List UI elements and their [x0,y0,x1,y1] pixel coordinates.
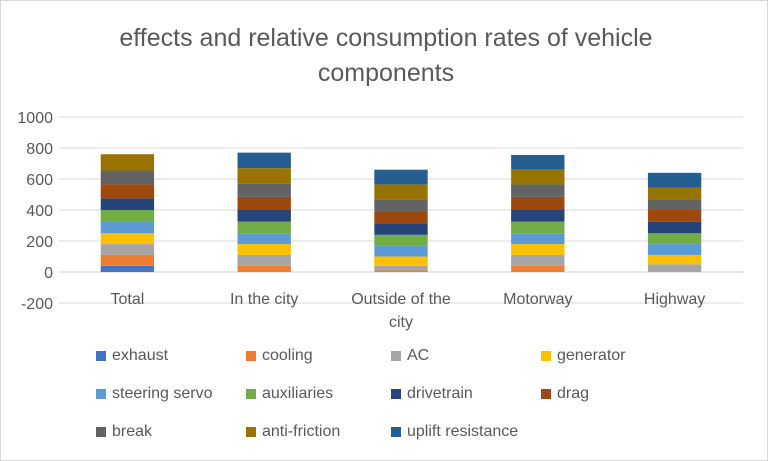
y-tick-label: -200 [21,296,53,313]
bar-segment [100,233,155,245]
bar-segment [237,233,291,245]
bar-segment [647,187,702,200]
bar-segment [100,184,155,199]
bar-segment [100,244,155,255]
legend-item: generator [541,347,626,365]
bar-segment [511,244,565,255]
bar-segment [374,184,428,200]
bar-segment [237,254,291,266]
bar-segment [100,221,155,234]
bar-segment [647,199,702,210]
bar-segment [374,211,428,224]
legend-swatch [246,389,256,399]
bar-segment [100,254,155,266]
bar-segment [374,256,428,266]
legend-label: uplift resistance [407,423,519,440]
legend-swatch [96,427,106,437]
bar-segment [100,198,155,210]
legend-label: drivetrain [407,385,473,402]
bar-segment [511,254,565,266]
x-tick-label: In the city [230,291,298,308]
legend-swatch [541,351,551,361]
y-tick-label: 0 [44,265,53,282]
x-tick-label: city [389,314,413,331]
y-tick-label: 1000 [17,110,53,127]
legend-item: break [96,423,152,441]
legend-label: cooling [262,347,313,364]
bar-segment [647,244,702,255]
legend-swatch [96,389,106,399]
y-tick-label: 800 [26,141,53,158]
bar-segment [647,254,702,265]
bar-segment [647,233,702,245]
bar-segment [511,233,565,245]
bar-segment [511,221,565,234]
legend-swatch [391,389,401,399]
bar-segment [100,170,155,185]
chart-title: effects and relative consumption rates o… [119,24,653,87]
legend-item: auxiliaries [246,385,333,403]
bar-segment [237,244,291,255]
bar-segment [237,210,291,222]
legend-item: uplift resistance [391,423,518,441]
bar-segment [374,169,428,185]
legend-item: drivetrain [391,385,473,403]
bar-segment [647,172,702,188]
x-tick-label: Outside of the [351,291,451,308]
y-tick-label: 200 [26,234,53,251]
bar-segment [237,183,291,197]
legend-item: exhaust [96,347,168,365]
bar-segment [511,196,565,210]
legend-swatch [541,389,551,399]
legend-swatch [246,351,256,361]
bar-segment [374,245,428,257]
bar-segment [374,270,428,272]
legend-label: break [112,423,153,440]
bar-segment [511,154,565,170]
x-tick-label: Motorway [503,291,572,308]
x-tick-label: Highway [644,291,705,308]
bar-segment [374,234,428,246]
y-tick-label: 400 [26,203,53,220]
bar-segment [374,223,428,235]
legend-swatch [246,427,256,437]
legend-label: exhaust [112,347,169,364]
legend-swatch [391,427,401,437]
bar-segment [237,152,291,169]
bar-segment [100,265,155,272]
bar-segment [100,210,155,222]
bar-segment [511,265,565,272]
bar-segment [237,221,291,234]
bar-segment [511,184,565,197]
bar-segment [511,169,565,185]
legend-item: cooling [246,347,313,365]
bar-segment [237,265,291,272]
legend-label: steering servo [112,385,213,402]
bar-segment [100,154,155,171]
bar-segment [647,221,702,234]
legend-item: anti-friction [246,423,340,441]
legend-swatch [96,351,106,361]
bar-segment [374,199,428,212]
legend: exhaust cooling AC generator steering servo a… [96,347,716,452]
legend-swatch [391,351,401,361]
legend-label: auxiliaries [262,385,334,402]
y-tick-label: 600 [26,172,53,189]
legend-label: drag [557,385,590,402]
bar-segment [647,210,702,222]
bar-segment [647,264,702,272]
bar-segment [237,196,291,210]
legend-item: drag [541,385,589,403]
legend-item: steering servo [96,385,213,403]
bar-segment [374,265,428,271]
legend-item: AC [391,347,429,365]
x-tick-label: Total [111,291,145,308]
bar-segment [511,210,565,222]
legend-label: generator [557,347,626,364]
bar-segment [237,168,291,184]
legend-label: AC [407,347,430,364]
legend-label: anti-friction [262,423,341,440]
